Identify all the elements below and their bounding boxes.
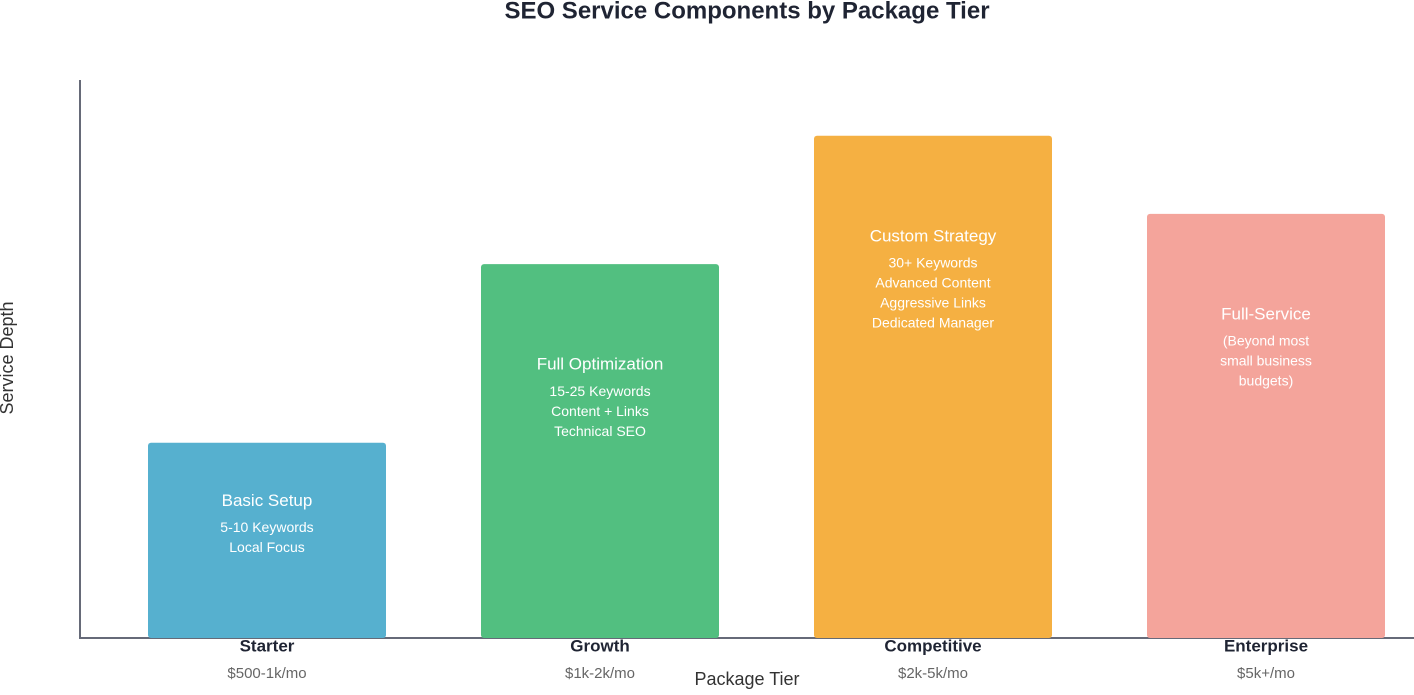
y-axis-label: Service Depth (0, 301, 17, 414)
bar-detail: budgets) (1239, 373, 1293, 389)
x-tick-sublabel: $5k+/mo (1237, 665, 1295, 682)
bar-detail: Content + Links (551, 403, 649, 419)
bar (481, 264, 719, 638)
x-tick-label: Enterprise (1224, 636, 1308, 655)
x-tick-sublabel: $2k-5k/mo (898, 665, 968, 682)
bar-title: Custom Strategy (870, 226, 997, 245)
x-tick-sublabel: $500-1k/mo (227, 665, 306, 682)
bar-detail: (Beyond most (1223, 333, 1309, 349)
bar-title: Basic Setup (222, 491, 313, 510)
bar-detail: Aggressive Links (880, 295, 986, 311)
bar-detail: Technical SEO (554, 423, 646, 439)
bar-detail: Dedicated Manager (872, 315, 995, 331)
bar-detail: 15-25 Keywords (549, 383, 650, 399)
x-tick-label: Starter (240, 636, 295, 655)
bar-title: Full-Service (1221, 304, 1311, 323)
bar-detail: 5-10 Keywords (220, 519, 313, 535)
bar (814, 135, 1052, 639)
x-tick-label: Growth (570, 636, 630, 655)
bar-detail: 30+ Keywords (888, 255, 977, 271)
x-tick-sublabel: $1k-2k/mo (565, 665, 635, 682)
bar-detail: Advanced Content (875, 275, 990, 291)
bar (148, 442, 386, 638)
x-axis-label: Package Tier (694, 669, 799, 689)
bar-title: Full Optimization (537, 355, 664, 374)
bar (1147, 213, 1385, 639)
x-tick-label: Competitive (884, 636, 981, 655)
chart-title: SEO Service Components by Package Tier (504, 0, 989, 24)
bar-detail: Local Focus (229, 539, 304, 555)
bar-detail: small business (1220, 353, 1312, 369)
